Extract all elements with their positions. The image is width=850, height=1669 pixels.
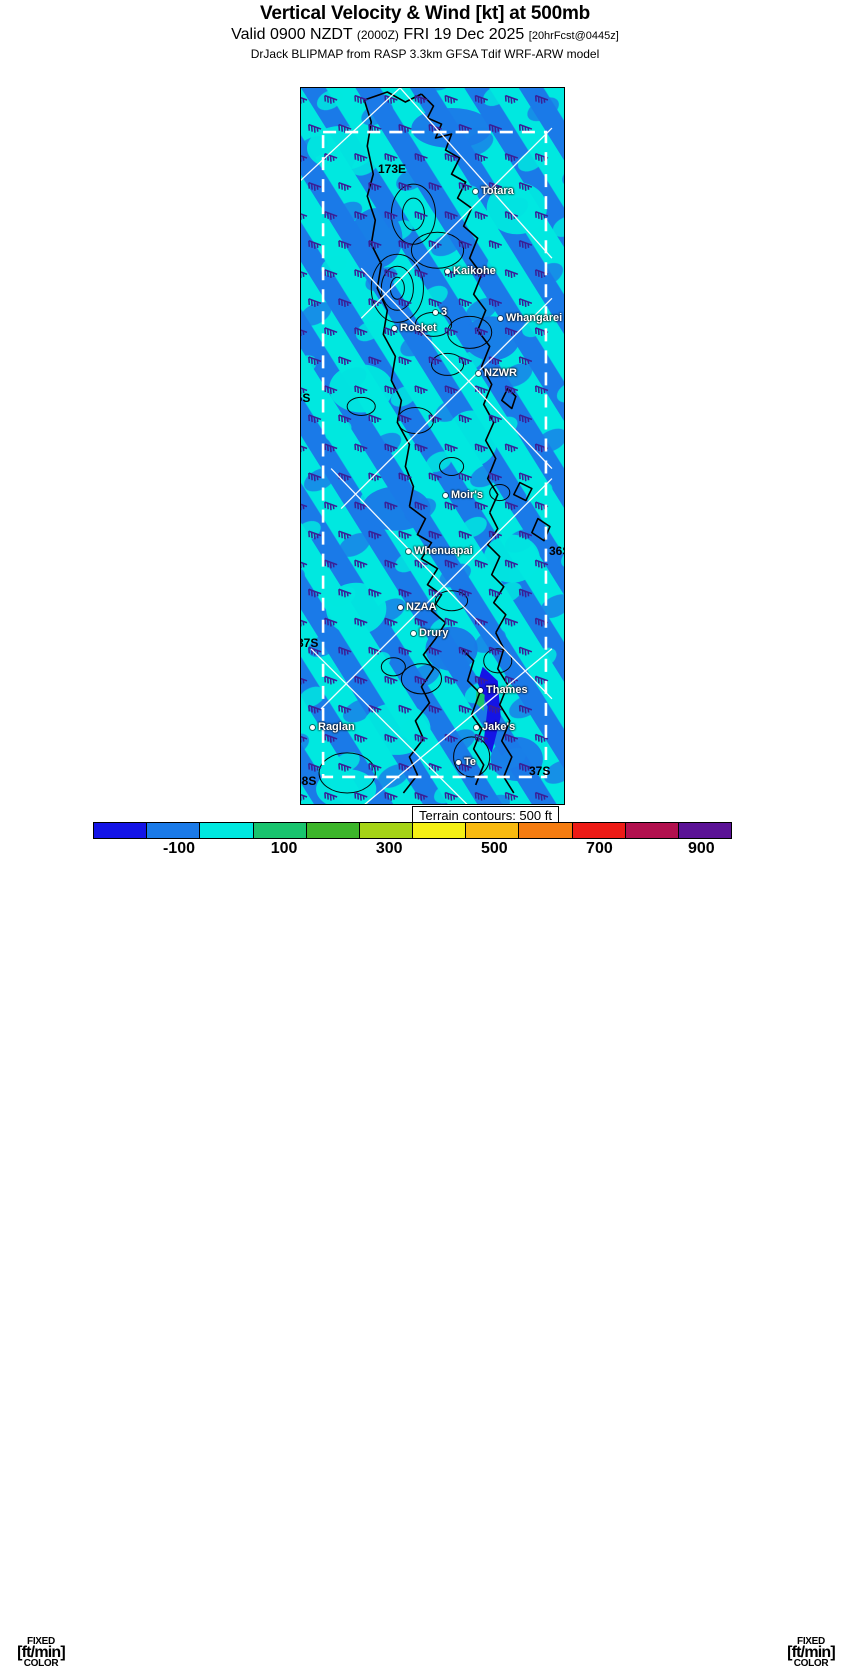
colorbar-tick: 300 bbox=[375, 840, 403, 857]
place-marker[interactable] bbox=[443, 493, 448, 498]
place-marker[interactable] bbox=[498, 316, 503, 321]
place-marker[interactable] bbox=[398, 605, 403, 610]
valid-utc: (2000Z) bbox=[356, 28, 399, 42]
colorbar-segment bbox=[677, 823, 732, 838]
colorbar-tick: 500 bbox=[480, 840, 508, 857]
colorbar-segment bbox=[94, 823, 147, 838]
place-marker[interactable] bbox=[445, 269, 450, 274]
place-marker[interactable] bbox=[473, 189, 478, 194]
colorbar-color-label-right: COLOR bbox=[793, 1658, 829, 1669]
colorbar-segment bbox=[412, 823, 466, 838]
colorbar-segment bbox=[571, 823, 625, 838]
colorbar-segment bbox=[518, 823, 572, 838]
colorbar-tick: 100 bbox=[270, 840, 298, 857]
place-marker[interactable] bbox=[411, 631, 416, 636]
place-marker[interactable] bbox=[476, 371, 481, 376]
colorbar-segment bbox=[252, 823, 306, 838]
place-marker[interactable] bbox=[406, 549, 411, 554]
colorbar-segment bbox=[358, 823, 413, 838]
colorbar[interactable] bbox=[93, 822, 732, 839]
colorbar-tick: 700 bbox=[586, 840, 613, 857]
colorbar-units-left: FIXED [ft/min] COLOR bbox=[2, 1636, 80, 1669]
colorbar-tick-labels: -100 100 300 500 700 900 bbox=[93, 840, 730, 860]
place-marker[interactable] bbox=[456, 760, 461, 765]
colorbar-units-label-left: [ft/min] bbox=[17, 1644, 66, 1661]
place-marker[interactable] bbox=[474, 725, 479, 730]
place-marker[interactable] bbox=[433, 310, 438, 315]
forecast-tag: [20hrFcst@0445z] bbox=[528, 30, 619, 42]
page-title: Vertical Velocity & Wind [kt] at 500mb bbox=[259, 3, 591, 24]
colorbar-fixed-label-left: FIXED bbox=[27, 1636, 55, 1647]
colorbar-tick: -100 bbox=[162, 840, 195, 857]
place-marker[interactable] bbox=[478, 688, 483, 693]
colorbar-segment bbox=[465, 823, 519, 838]
valid-prefix: Valid 0900 NZDT bbox=[231, 26, 353, 43]
colorbar-segment bbox=[146, 823, 200, 838]
colorbar-segment bbox=[624, 823, 678, 838]
valid-date: FRI 19 Dec 2025 bbox=[403, 26, 525, 43]
colorbar-color-label-left: COLOR bbox=[23, 1658, 59, 1669]
model-line: DrJack BLIPMAP from RASP 3.3km GFSA Tdif… bbox=[250, 47, 600, 61]
colorbar-units-label-right: [ft/min] bbox=[787, 1644, 836, 1661]
colorbar-units-right: FIXED [ft/min] COLOR bbox=[772, 1636, 850, 1669]
place-marker[interactable] bbox=[310, 725, 315, 730]
forecast-map[interactable]: Totara Kaikohe 3 Whangarei Rocket NZWR Moir's W… bbox=[300, 87, 565, 805]
place-marker[interactable] bbox=[392, 326, 397, 331]
colorbar-tick: 900 bbox=[687, 840, 715, 857]
colorbar-segment bbox=[305, 823, 359, 838]
colorbar-fixed-label-right: FIXED bbox=[797, 1636, 825, 1647]
valid-time-line: Valid 0900 NZDT (2000Z) FRI 19 Dec 2025 … bbox=[0, 25, 850, 46]
map-canvas bbox=[301, 88, 564, 804]
header: Vertical Velocity & Wind [kt] at 500mb V… bbox=[0, 0, 850, 62]
colorbar-area: FIXED [ft/min] COLOR -100 100 300 500 700 900… bbox=[0, 820, 850, 1669]
colorbar-segment bbox=[199, 823, 253, 838]
